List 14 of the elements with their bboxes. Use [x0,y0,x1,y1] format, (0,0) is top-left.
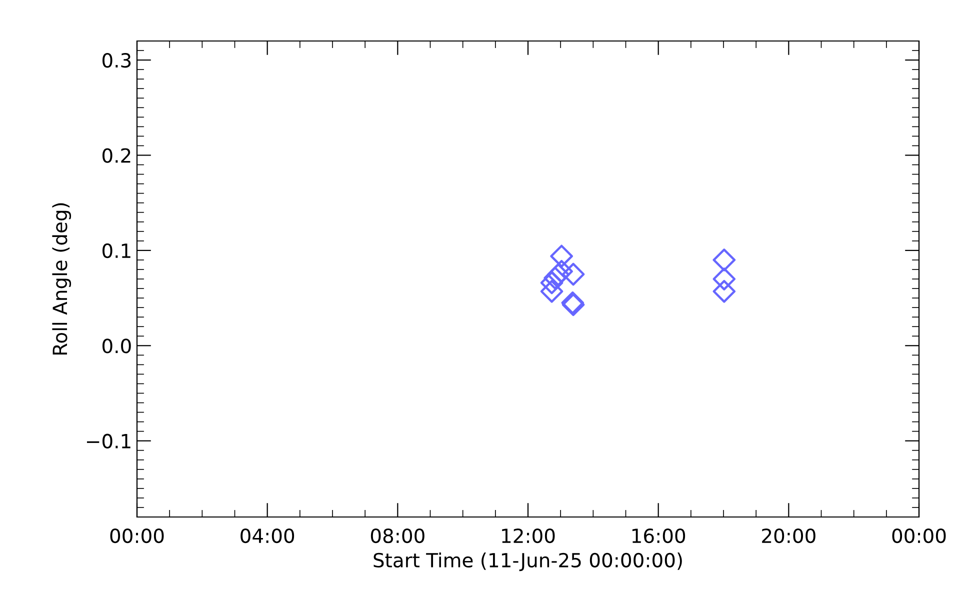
x-axis-title: Start Time (11-Jun-25 00:00:00) [374,552,682,572]
x-tick-label: 04:00 [240,528,294,544]
y-tick-label: 0.1 [102,243,130,258]
x-tick-label: 00:00 [110,528,164,544]
y-tick-label: −0.1 [86,434,130,449]
x-tick-label: 12:00 [502,528,555,544]
y-axis-title: Roll Angle (deg) [52,203,72,355]
y-tick-label: 0.0 [102,338,131,354]
y-tick-label: 0.2 [102,148,130,163]
x-tick-label: 08:00 [370,528,424,544]
x-tick-label: 20:00 [762,528,816,544]
y-tick-label: 0.3 [102,52,131,68]
x-tick-label: 16:00 [632,528,686,544]
x-tick-label: 00:00 [892,528,946,544]
